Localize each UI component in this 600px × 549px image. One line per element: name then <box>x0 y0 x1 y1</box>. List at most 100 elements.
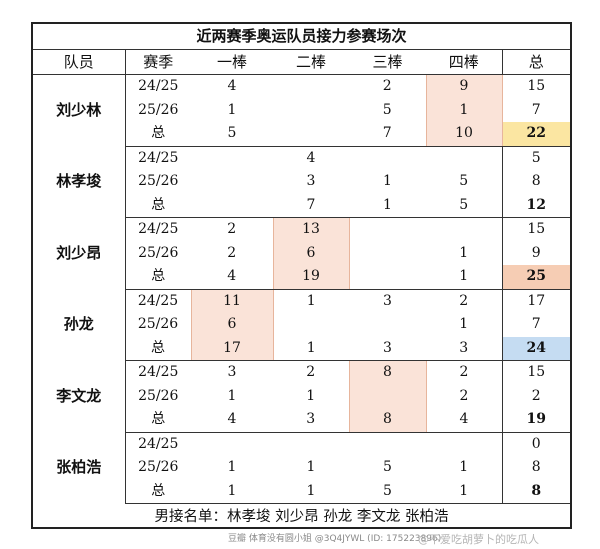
leg2-cell: 1 <box>306 387 316 404</box>
table-row-total: 总 5 7 10 22 <box>33 122 571 147</box>
leg1-cell: 1 <box>227 101 237 118</box>
leg4-cell: 2 <box>459 292 469 309</box>
season-cell: 总 <box>125 336 191 361</box>
season-cell: 25/26 <box>138 244 179 261</box>
season-cell: 24/25 <box>138 435 179 452</box>
total-cell: 7 <box>501 98 571 122</box>
table-row: 刘少昂 24/25 2 13 15 <box>33 217 571 289</box>
player-name: 刘少林 <box>33 74 126 146</box>
leg3-cell <box>349 242 426 266</box>
relay-stats-table-frame: 近两赛季奥运队员接力参赛场次 队员 赛季 一棒 二棒 三棒 四棒 总 刘少林 2… <box>31 22 572 529</box>
header-season: 赛季 <box>125 49 191 75</box>
table-row: 25/26 1 1 5 1 8 <box>33 456 571 480</box>
season-cell: 总 <box>125 265 191 290</box>
total-cell: 5 <box>501 146 571 170</box>
leg1-cell: 17 <box>190 336 274 361</box>
table-row-total: 总 4 19 1 25 <box>33 265 571 290</box>
header-leg1: 一棒 <box>191 49 273 75</box>
table-row-total: 总 1 1 5 1 8 <box>33 479 571 504</box>
season-cell: 总 <box>125 193 191 218</box>
leg2-cell: 1 <box>273 336 349 361</box>
leg4-cell: 2 <box>459 364 469 381</box>
leg4-cell: 1 <box>459 459 469 476</box>
leg1-cell: 3 <box>227 364 237 381</box>
leg4-cell <box>426 146 502 170</box>
total-cell: 15 <box>501 74 571 99</box>
season-cell: 25/26 <box>137 316 179 333</box>
leg2-cell: 1 <box>273 479 349 504</box>
grand-total-cell: 19 <box>501 408 571 433</box>
header-row: 队员 赛季 一棒 二棒 三棒 四棒 总 <box>33 49 571 75</box>
leg3-cell <box>349 432 426 456</box>
table-row: 孙龙 24/25 11 1 3 2 17 <box>33 288 571 361</box>
total-cell: 17 <box>501 289 571 313</box>
leg4-cell: 5 <box>426 193 502 218</box>
table-row: 25/26 1 1 2 2 <box>33 384 571 408</box>
total-cell: 8 <box>501 170 571 194</box>
leg3-cell: 7 <box>349 122 426 147</box>
leg2-cell: 3 <box>306 173 316 190</box>
leg1-cell <box>191 193 273 218</box>
leg3-cell <box>349 313 426 337</box>
leg3-cell: 3 <box>349 336 426 361</box>
table-row: 25/26 6 1 7 <box>33 313 571 337</box>
leg3-cell: 5 <box>349 479 426 504</box>
leg3-cell: 2 <box>382 78 392 95</box>
table-row-total: 总 4 3 8 4 19 <box>33 408 571 433</box>
header-leg4: 四棒 <box>426 49 502 75</box>
header-total: 总 <box>501 49 571 75</box>
leg4-cell: 3 <box>426 336 502 361</box>
leg2-cell: 6 <box>272 241 350 265</box>
season-cell: 24/25 <box>138 149 179 166</box>
total-cell: 0 <box>501 432 571 456</box>
season-cell: 25/26 <box>138 101 179 118</box>
leg1-cell <box>191 432 273 456</box>
leg1-cell: 5 <box>191 122 273 147</box>
leg1-cell: 11 <box>190 288 274 313</box>
total-cell: 15 <box>501 360 571 385</box>
season-cell: 25/26 <box>138 387 179 404</box>
header-leg3: 三棒 <box>349 49 426 75</box>
grand-total-cell: 8 <box>501 479 571 504</box>
player-name: 林孝埈 <box>33 146 126 218</box>
leg1-cell: 4 <box>191 408 273 433</box>
grand-total-cell: 12 <box>501 193 571 218</box>
leg4-cell: 9 <box>425 74 503 99</box>
leg2-cell: 13 <box>272 217 350 242</box>
leg3-cell <box>349 265 426 290</box>
leg3-cell: 8 <box>348 408 427 433</box>
total-cell: 8 <box>501 456 571 480</box>
table-row: 刘少林 24/25 4 2 9 15 <box>33 74 571 146</box>
leg3-cell: 1 <box>383 173 392 190</box>
table-row: 张柏浩 24/25 0 <box>33 432 571 504</box>
leg1-cell: 4 <box>191 265 273 290</box>
season-cell: 总 <box>125 122 191 147</box>
leg3-cell <box>348 384 427 408</box>
leg1-cell: 1 <box>227 387 237 404</box>
total-cell: 2 <box>501 384 571 408</box>
leg3-cell <box>349 218 426 242</box>
header-leg2: 二棒 <box>273 49 349 75</box>
table-row-total: 总 7 1 5 12 <box>33 193 571 218</box>
season-cell: 总 <box>125 479 191 504</box>
leg4-cell: 1 <box>459 316 469 333</box>
player-name: 张柏浩 <box>33 432 126 504</box>
table-row: 25/26 1 5 1 7 <box>33 98 571 123</box>
leg4-cell: 1 <box>426 265 502 290</box>
leg4-cell: 5 <box>459 173 469 190</box>
leg2-cell <box>273 99 349 123</box>
leg1-cell: 6 <box>190 313 274 337</box>
grand-total-cell: 24 <box>501 336 571 361</box>
total-cell: 15 <box>501 217 571 242</box>
leg3-cell: 8 <box>348 360 427 385</box>
leg4-cell <box>426 432 502 456</box>
leg2-cell: 19 <box>272 265 350 290</box>
relay-roster-footer: 男接名单：林孝埈 刘少昂 孙龙 李文龙 张柏浩 <box>154 508 449 525</box>
season-cell: 总 <box>125 408 191 433</box>
leg1-cell: 2 <box>227 244 237 261</box>
player-name: 李文龙 <box>33 360 126 432</box>
leg2-cell: 1 <box>306 459 316 476</box>
leg1-cell: 2 <box>227 221 237 238</box>
leg3-cell: 3 <box>383 292 392 309</box>
leg1-cell: 1 <box>191 479 273 504</box>
